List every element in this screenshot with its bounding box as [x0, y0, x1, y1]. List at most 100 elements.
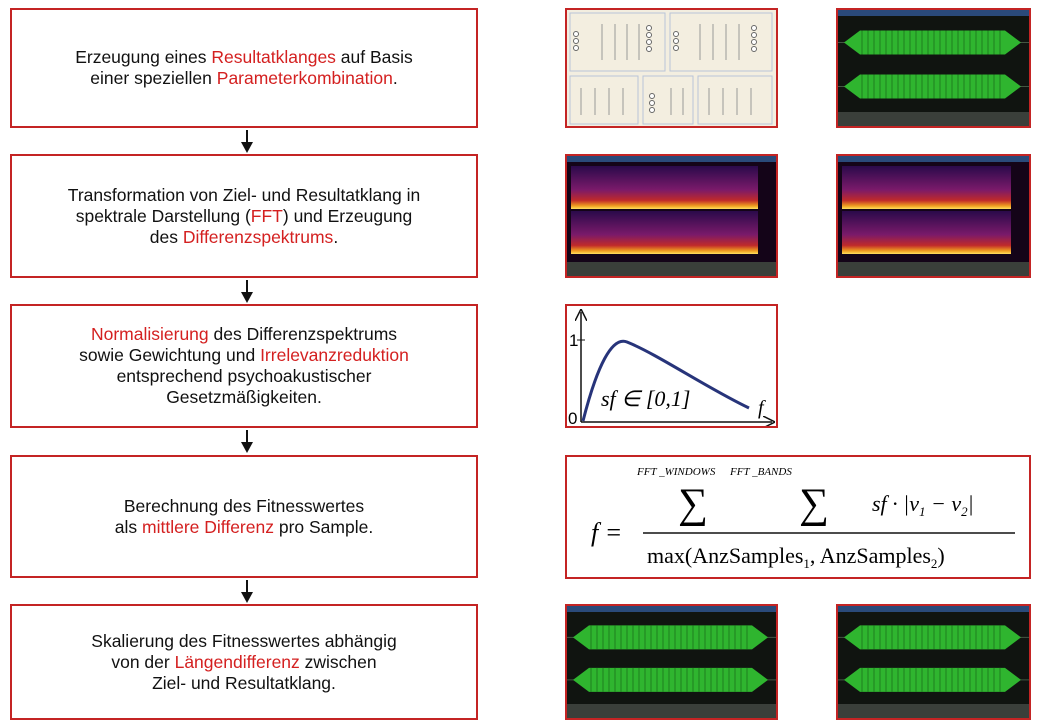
sum-sign: ∑ [678, 481, 708, 527]
status-bar [838, 704, 1029, 718]
text: als [115, 517, 142, 537]
numerator: sf · |v1 − v2| [872, 491, 974, 519]
step-line: einer speziellen Parameterkombination. [90, 68, 397, 89]
term: max(AnzSamples [647, 543, 803, 568]
spectrogram [565, 154, 778, 278]
text: Berechnung des Fitnesswertes [124, 496, 364, 516]
step-line: als mittlere Differenz pro Sample. [115, 517, 373, 538]
title-bar [838, 606, 1029, 612]
wave-band [573, 668, 768, 692]
formula-svg: FFT _WINDOWS FFT _BANDS ∑ ∑ sf · |v1 − v… [567, 457, 1029, 577]
term: | [968, 491, 974, 516]
spectrum [842, 166, 1011, 209]
arrow [240, 580, 254, 604]
text: Gesetzmäßigkeiten. [166, 387, 322, 407]
term: sf · |v [872, 491, 919, 516]
sum-sign: ∑ [799, 481, 829, 527]
spectrogram-svg [838, 156, 1029, 276]
sum-limit: FFT _WINDOWS [636, 466, 716, 478]
highlight: Parameterkombination [217, 68, 393, 88]
status-bar [567, 704, 776, 718]
waveform-svg [567, 606, 776, 718]
spectrum [571, 166, 758, 209]
status-bar [567, 262, 776, 276]
status-bar [838, 262, 1029, 276]
term: − v [926, 491, 962, 516]
text: einer speziellen [90, 68, 216, 88]
waveform-svg [838, 606, 1029, 718]
spectrum [571, 211, 758, 254]
highlight: FFT [251, 206, 283, 226]
waveform [836, 8, 1031, 128]
text: sowie Gewichtung und [79, 345, 260, 365]
highlight: Resultatklanges [211, 47, 336, 67]
text: Transformation von Ziel- und Resultatkla… [68, 185, 420, 205]
text: auf Basis [336, 47, 413, 67]
background [567, 606, 776, 718]
waveform-svg [838, 10, 1029, 126]
step-line: Transformation von Ziel- und Resultatkla… [68, 185, 420, 206]
origin-label: 0 [568, 409, 577, 426]
arrow [240, 280, 254, 304]
title-bar [567, 606, 776, 612]
y-tick-label: 1 [569, 331, 578, 350]
step-line: entsprechend psychoakustischer [117, 366, 372, 387]
highlight: mittlere Differenz [142, 517, 274, 537]
status-bar [838, 112, 1029, 126]
title-bar [838, 156, 1029, 162]
term: ) [937, 543, 944, 568]
text: Skalierung des Fitnesswertes abhängig [91, 631, 396, 651]
waveform [565, 604, 778, 720]
text: spektrale Darstellung ( [76, 206, 251, 226]
synth-panel-graphic [567, 10, 776, 126]
spectrogram [836, 154, 1031, 278]
sum-limit: FFT _BANDS [729, 466, 792, 478]
text: . [393, 68, 398, 88]
range-label: sf ∈ [0,1] [601, 386, 690, 411]
step-line: des Differenzspektrums. [150, 227, 338, 248]
waveform [836, 604, 1031, 720]
step-line: Ziel- und Resultatklang. [152, 673, 336, 694]
text: von der [111, 652, 174, 672]
step-line: spektrale Darstellung (FFT) und Erzeugun… [76, 206, 413, 227]
title-bar [838, 10, 1029, 16]
highlight: Irrelevanzreduktion [260, 345, 409, 365]
text: zwischen [300, 652, 377, 672]
denominator: max(AnzSamples1, AnzSamples2) [647, 543, 945, 571]
text: . [333, 227, 338, 247]
text: Erzeugung eines [75, 47, 211, 67]
highlight: Differenzspektrums [183, 227, 333, 247]
background [838, 10, 1029, 126]
graph-svg: 1 0 sf ∈ [0,1] f [567, 306, 776, 426]
highlight: Längendifferenz [175, 652, 300, 672]
step-line: Normalisierung des Differenzspektrums [91, 324, 397, 345]
spectrum [842, 211, 1011, 254]
term: , AnzSamples [810, 543, 931, 568]
wave-band [573, 625, 768, 649]
arrow [240, 430, 254, 454]
step-line: Erzeugung eines Resultatklanges auf Basi… [75, 47, 413, 68]
step-box: Transformation von Ziel- und Resultatkla… [10, 154, 478, 278]
formula: FFT _WINDOWS FFT _BANDS ∑ ∑ sf · |v1 − v… [565, 455, 1031, 579]
text: des [150, 227, 183, 247]
step-line: Gesetzmäßigkeiten. [166, 387, 322, 408]
step-line: Berechnung des Fitnesswertes [124, 496, 364, 517]
synth-panel [565, 8, 778, 128]
page: Erzeugung eines Resultatklanges auf Basi… [0, 0, 1039, 726]
spectrogram-svg [567, 156, 776, 276]
text: des Differenzspektrums [209, 324, 397, 344]
step-line: sowie Gewichtung und Irrelevanzreduktion [79, 345, 409, 366]
step-line: Skalierung des Fitnesswertes abhängig [91, 631, 396, 652]
x-label: f [758, 397, 766, 419]
highlight: Normalisierung [91, 324, 209, 344]
text: Ziel- und Resultatklang. [152, 673, 336, 693]
title-bar [567, 156, 776, 162]
lhs: f = [591, 518, 622, 547]
text: pro Sample. [274, 517, 373, 537]
arrow [240, 130, 254, 154]
step-line: von der Längendifferenz zwischen [111, 652, 376, 673]
weighting-graph: 1 0 sf ∈ [0,1] f [565, 304, 778, 428]
